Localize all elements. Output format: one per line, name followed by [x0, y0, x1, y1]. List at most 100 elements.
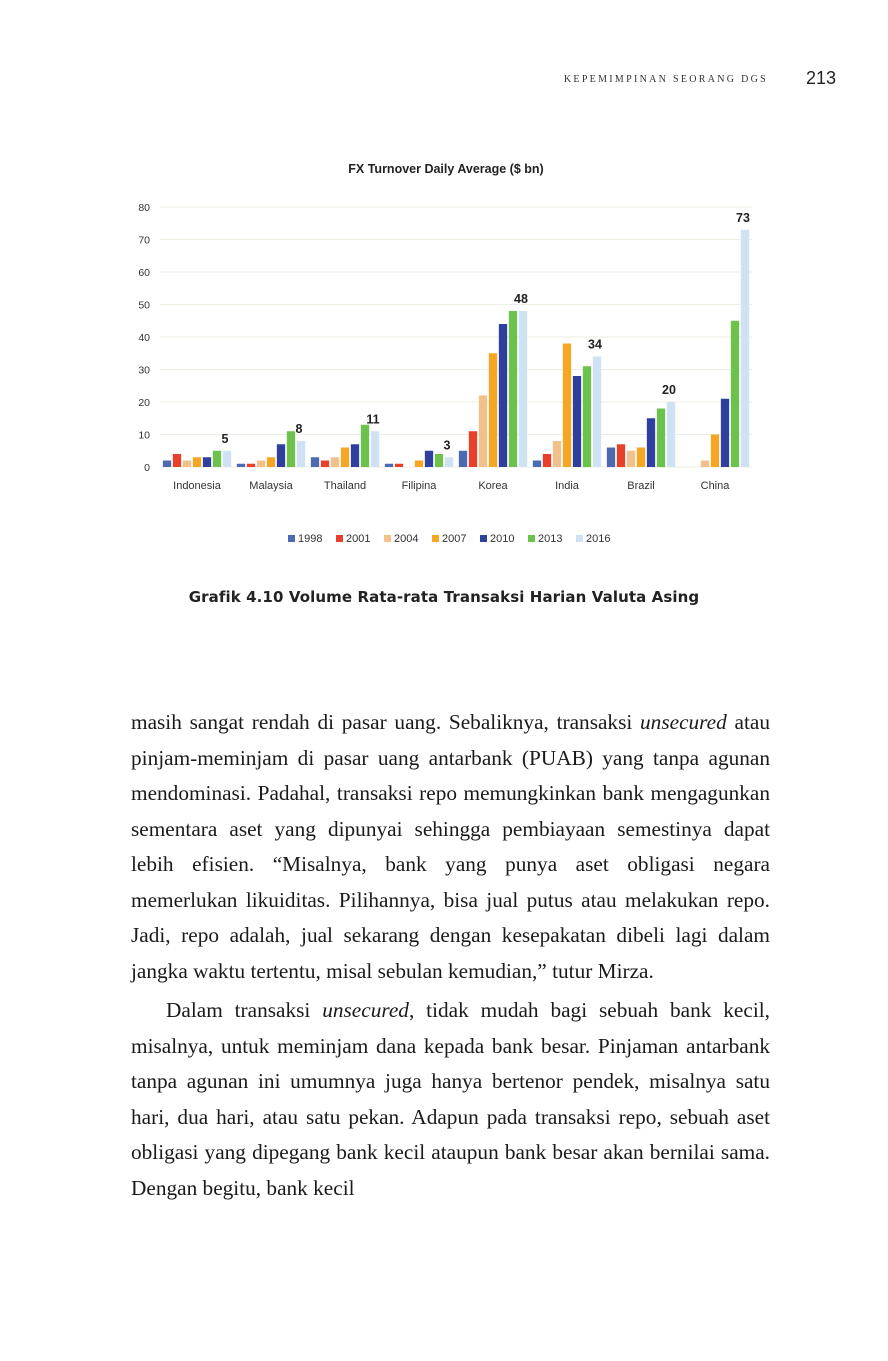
bar-filipina-1998 [384, 463, 394, 467]
legend: 1998 2001 2004 2007 2010 2013 2016 [288, 533, 610, 545]
bar-indonesia-2001 [172, 454, 182, 467]
bar-brazil-2007 [636, 447, 646, 467]
bar-brazil-2013 [656, 408, 666, 467]
legend-swatch-1998 [288, 535, 295, 542]
bar-thailand-2016 [370, 431, 380, 467]
x-tick-label: Thailand [324, 480, 366, 492]
bar-malaysia-1998 [236, 463, 246, 467]
y-tick-label: 10 [138, 430, 150, 442]
page-number: 213 [805, 68, 836, 88]
legend-label: 2013 [538, 533, 562, 545]
figure: FX Turnover Daily Average ($ bn) 0 10 20 30… [120, 145, 770, 575]
figure-caption: Grafik 4.10 Volume Rata-rata Transaksi H… [188, 588, 700, 606]
legend-swatch-2016 [576, 535, 583, 542]
bar-indonesia-2007 [192, 457, 202, 467]
fx-turnover-chart: FX Turnover Daily Average ($ bn) 0102030… [138, 162, 752, 545]
bar-china-2007 [710, 434, 720, 467]
bar-korea-2007 [488, 353, 498, 467]
bar-brazil-1998 [606, 447, 616, 467]
bar-china-2013 [730, 320, 740, 467]
bar-filipina-2001 [394, 463, 404, 467]
chart-grid [160, 206, 752, 468]
bar-india-2016 [592, 356, 602, 467]
bar-indonesia-2013 [212, 450, 222, 467]
y-tick-label: 80 [138, 202, 150, 214]
bar-malaysia-2001 [246, 463, 256, 467]
legend-label: 2004 [394, 533, 418, 545]
paragraph-1-part-b: atau pinjam-meminjam di pasar uang antar… [131, 710, 770, 983]
bar-filipina-2007 [414, 460, 424, 467]
bar-korea-2001 [468, 431, 478, 467]
y-tick-label: 60 [138, 267, 150, 279]
legend-swatch-2001 [336, 535, 343, 542]
data-label: 8 [296, 422, 303, 436]
data-label: 20 [662, 383, 676, 397]
paragraph-2-part-b: , tidak mudah bagi sebuah bank kecil, mi… [131, 998, 770, 1200]
data-label: 5 [222, 432, 229, 446]
chart-title: FX Turnover Daily Average ($ bn) [348, 162, 543, 176]
bar-india-2007 [562, 343, 572, 467]
paragraph-1-emphasis: unsecured [640, 710, 727, 734]
bar-china-2004 [700, 460, 710, 467]
bar-thailand-2001 [320, 460, 330, 467]
paragraph-1-part-a: masih sangat rendah di pasar uang. Sebal… [131, 710, 641, 734]
paragraph-2-emphasis: unsecured [322, 998, 409, 1022]
bar-thailand-2013 [360, 424, 370, 467]
x-tick-label: Brazil [627, 480, 655, 492]
running-header: KEPEMIMPINAN SEORANG DGS 213 [0, 66, 888, 96]
bar-brazil-2004 [626, 450, 636, 467]
y-tick-label: 40 [138, 332, 150, 344]
bar-brazil-2010 [646, 418, 656, 467]
data-labels: 5 8 11 3 48 34 20 73 [222, 211, 750, 453]
x-tick-label: India [555, 480, 580, 492]
bar-malaysia-2007 [266, 457, 276, 467]
legend-label: 2001 [346, 533, 370, 545]
y-axis: 0 10 20 30 40 50 60 70 80 [138, 202, 150, 474]
bar-korea-2016 [518, 311, 528, 467]
legend-swatch-2010 [480, 535, 487, 542]
data-label: 48 [514, 292, 528, 306]
bar-korea-2004 [478, 395, 488, 467]
bar-india-1998 [532, 460, 542, 467]
y-tick-label: 70 [138, 235, 150, 247]
x-axis: Indonesia Malaysia Thailand Filipina Korea In… [173, 480, 730, 492]
y-tick-label: 50 [138, 300, 150, 312]
legend-label: 2007 [442, 533, 466, 545]
bar-malaysia-2010 [276, 444, 286, 467]
legend-label: 1998 [298, 533, 322, 545]
bar-malaysia-2013 [286, 431, 296, 467]
paragraph-2: Dalam transaksi unsecured, tidak mudah b… [131, 993, 770, 1206]
paragraph-1: masih sangat rendah di pasar uang. Sebal… [131, 705, 770, 989]
y-tick-label: 20 [138, 397, 150, 409]
bars [162, 229, 750, 467]
bar-india-2001 [542, 454, 552, 467]
legend-label: 2010 [490, 533, 514, 545]
bar-thailand-2004 [330, 457, 340, 467]
bar-korea-2013 [508, 311, 518, 467]
bar-thailand-2007 [340, 447, 350, 467]
data-label: 73 [736, 211, 750, 225]
x-tick-label: China [701, 480, 731, 492]
y-tick-label: 0 [144, 462, 150, 474]
bar-korea-2010 [498, 324, 508, 467]
x-tick-label: Malaysia [249, 480, 293, 492]
bar-filipina-2010 [424, 450, 434, 467]
bar-india-2013 [582, 366, 592, 467]
x-tick-label: Indonesia [173, 480, 222, 492]
bar-malaysia-2016 [296, 441, 306, 467]
body-text: masih sangat rendah di pasar uang. Sebal… [131, 705, 770, 1206]
bar-brazil-2016 [666, 402, 676, 467]
legend-swatch-2004 [384, 535, 391, 542]
bar-indonesia-2004 [182, 460, 192, 467]
bar-india-2010 [572, 376, 582, 467]
data-label: 34 [588, 338, 602, 352]
x-tick-label: Korea [478, 480, 508, 492]
bar-china-2010 [720, 398, 730, 467]
bar-thailand-1998 [310, 457, 320, 467]
bar-indonesia-1998 [162, 460, 172, 467]
paragraph-2-part-a: Dalam transaksi [166, 998, 323, 1022]
legend-label: 2016 [586, 533, 610, 545]
bar-china-2016 [740, 229, 750, 467]
data-label: 11 [366, 412, 379, 426]
bar-indonesia-2016 [222, 450, 232, 467]
